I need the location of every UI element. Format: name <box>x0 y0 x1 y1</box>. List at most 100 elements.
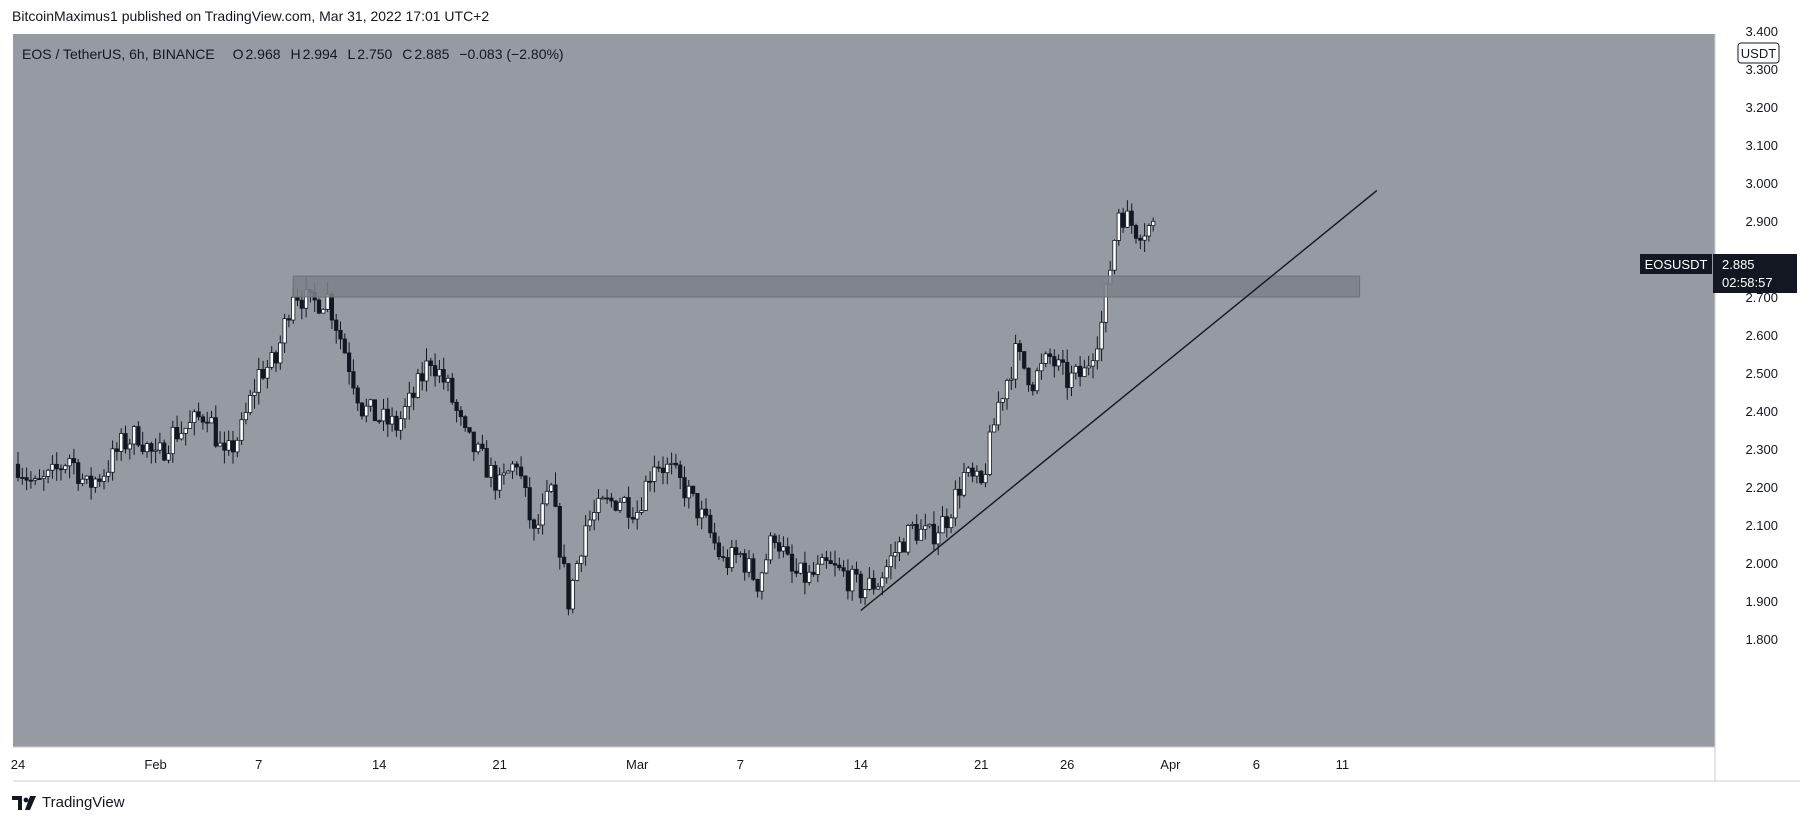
candle-body <box>278 342 283 364</box>
price-scale-label: 3.100 <box>1745 138 1778 153</box>
candle-body <box>506 470 511 474</box>
candle-body <box>703 508 709 516</box>
candle-body <box>549 484 554 492</box>
candle-body <box>635 511 640 520</box>
candle-body <box>299 299 304 309</box>
candle-body <box>617 501 623 511</box>
candle-body <box>738 553 743 556</box>
candle-body <box>385 408 390 425</box>
candle-body <box>196 411 201 418</box>
candle-body <box>114 448 119 452</box>
candle-body <box>484 448 489 478</box>
candle-body <box>820 557 825 565</box>
time-axis-label: 24 <box>11 757 25 772</box>
time-axis-label: 7 <box>737 757 744 772</box>
candle-body <box>1026 367 1031 386</box>
candle-body <box>1138 237 1143 241</box>
candle-body <box>394 415 399 431</box>
candle-body <box>67 458 72 467</box>
candle-body <box>166 453 171 461</box>
candle-body <box>209 417 214 424</box>
candle-body <box>1129 210 1134 226</box>
candle-body <box>970 467 975 477</box>
price-scale-label: 2.400 <box>1745 404 1778 419</box>
candle-body <box>953 488 958 519</box>
tradingview-logo-icon <box>12 795 36 810</box>
candle-body <box>475 443 481 453</box>
candle-body <box>140 444 145 453</box>
candle-body <box>1125 210 1130 228</box>
candle-body <box>867 577 872 590</box>
candle-body <box>1039 363 1044 372</box>
candle-body <box>1047 353 1053 357</box>
candle-body <box>54 463 59 470</box>
candle-body <box>282 318 287 344</box>
candle-body <box>1116 212 1121 241</box>
candle-body <box>243 412 248 421</box>
candle-body <box>566 563 571 610</box>
candle-body <box>488 465 494 478</box>
tradingview-branding[interactable]: TradingView <box>12 794 125 811</box>
candle-body <box>931 523 937 545</box>
candle-body <box>213 417 218 447</box>
candle-body <box>695 493 700 519</box>
candle-body <box>144 443 150 453</box>
price-tag-price: 2.885 <box>1722 257 1755 272</box>
candle-body <box>678 464 683 478</box>
ascending-trendline <box>860 190 1378 612</box>
time-axis-label: 7 <box>255 757 262 772</box>
candle-body <box>1078 365 1083 377</box>
candle-body <box>600 497 605 500</box>
candle-body <box>24 477 29 481</box>
candle-body <box>914 523 919 541</box>
price-scale-label: 3.300 <box>1745 62 1778 77</box>
candle-body <box>794 570 799 574</box>
price-scale-label: 2.100 <box>1745 518 1778 533</box>
candle-body <box>665 463 670 474</box>
candle-body <box>153 449 158 452</box>
candle-body <box>729 547 734 569</box>
candle-body <box>321 308 326 314</box>
candle-body <box>643 480 648 511</box>
symbol-label[interactable]: EOS / TetherUS, 6h, BINANCE <box>22 46 215 62</box>
time-axis-label: 21 <box>974 757 988 772</box>
candle-body <box>983 474 988 484</box>
candle-body <box>540 503 545 526</box>
candle-body <box>110 448 115 473</box>
candle-body <box>226 440 231 451</box>
candle-body <box>471 431 476 453</box>
candle-body <box>523 475 528 489</box>
candle-body <box>359 402 365 417</box>
candle-body <box>832 563 838 566</box>
price-tag: EOSUSDT 2.885 02:58:57 <box>1640 254 1797 293</box>
candle-body <box>127 443 132 450</box>
candle-body <box>101 475 107 482</box>
candle-body <box>1146 225 1151 237</box>
candle-body <box>149 443 154 452</box>
plot-area[interactable] <box>13 34 1715 747</box>
candle-body <box>415 373 421 398</box>
candle-body <box>260 369 266 379</box>
candle-body <box>949 517 954 529</box>
candle-body <box>755 579 760 592</box>
price-scale-label: 2.700 <box>1745 290 1778 305</box>
candle-body <box>910 523 915 526</box>
candle-body <box>106 471 111 477</box>
price-scale-label: 2.900 <box>1745 214 1778 229</box>
candle-body <box>46 469 51 477</box>
candle-body <box>316 299 322 314</box>
price-tag-ticker: EOSUSDT <box>1645 257 1708 272</box>
candle-body <box>927 523 932 527</box>
candle-body <box>966 467 971 473</box>
candle-body <box>1017 343 1023 352</box>
candle-body <box>1013 343 1018 380</box>
candle-body <box>1151 220 1156 227</box>
candle-body <box>269 352 274 368</box>
candle-body <box>772 535 777 544</box>
candle-body <box>901 541 906 553</box>
candle-body <box>583 525 588 557</box>
candle-body <box>355 387 360 404</box>
candle-body <box>557 506 562 558</box>
time-axis-label: 26 <box>1060 757 1074 772</box>
